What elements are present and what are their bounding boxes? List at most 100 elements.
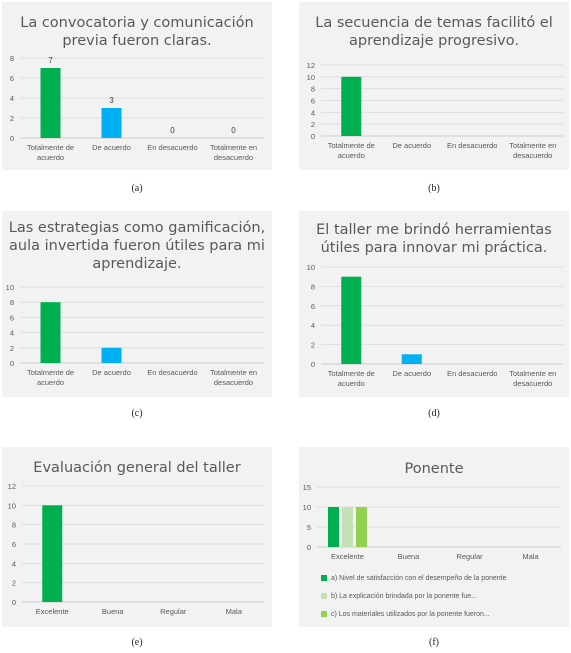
- chart-title-line: La convocatoria y comunicación: [20, 15, 254, 31]
- bar: [40, 68, 61, 138]
- x-tick-label: acuerdo: [338, 151, 365, 160]
- y-tick-label: 10: [6, 283, 14, 292]
- x-tick-label: Regular: [456, 552, 483, 561]
- legend-label: c) Los materiales utilizados por la pone…: [331, 611, 490, 618]
- y-tick-label: 2: [311, 120, 315, 129]
- x-tick-label: Totalmente de: [27, 368, 74, 377]
- x-tick-label: Totalmente en: [509, 369, 556, 378]
- y-tick-label: 6: [10, 74, 14, 83]
- chart-title: Evaluación general del taller: [2, 459, 272, 477]
- bar: [40, 302, 61, 363]
- x-tick-label: En desacuerdo: [447, 141, 497, 150]
- y-tick-label: 12: [8, 482, 16, 491]
- x-tick-label: De acuerdo: [392, 141, 431, 150]
- x-tick-label: En desacuerdo: [147, 143, 197, 152]
- x-tick-label: Mala: [522, 552, 539, 561]
- y-tick-label: 10: [8, 501, 16, 510]
- bar: [342, 507, 353, 547]
- y-tick-label: 2: [10, 344, 14, 353]
- panel-e: Evaluación general del taller 0 2 4 6 8 10 12 E…: [2, 447, 272, 651]
- bar-chart: 0 2 4 6 8 10 12 Excelente Buena Regular Mala: [8, 482, 264, 616]
- y-tick-label: 4: [10, 329, 14, 338]
- chart-title-line: La secuencia de temas facilitó el: [315, 15, 553, 31]
- chart-title-line: aula invertida fueron útiles para mi: [9, 238, 265, 254]
- y-tick-label: 10: [303, 503, 311, 512]
- legend-label: a) Nivel de satisfacción con el desempeñ…: [331, 575, 507, 582]
- y-tick-label: 10: [307, 263, 315, 272]
- panel-f: Ponente 0 5 10 15 Excelente Buena Regular Mala …: [299, 447, 569, 651]
- legend-item: a) Nivel de satisfacción con el desempeñ…: [321, 573, 507, 585]
- y-tick-label: 0: [307, 543, 311, 552]
- y-tick-label: 4: [10, 94, 14, 103]
- chart-title-line: previa fueron claras.: [62, 33, 212, 49]
- y-tick-label: 2: [10, 114, 14, 123]
- chart-title-line: aprendizaje.: [92, 256, 182, 272]
- figure-caption: (a): [131, 183, 143, 194]
- bar: [356, 507, 367, 547]
- chart-title-line: El taller me brindó herramientas: [316, 222, 552, 238]
- x-tick-label: acuerdo: [37, 153, 64, 162]
- x-tick-label: En desacuerdo: [447, 369, 497, 378]
- chart-title-line: Ponente: [404, 461, 464, 477]
- x-tick-label: De acuerdo: [392, 369, 431, 378]
- x-tick-label: En desacuerdo: [147, 368, 197, 377]
- y-tick-label: 8: [12, 521, 16, 530]
- y-tick-label: 6: [12, 540, 16, 549]
- data-label: 0: [231, 126, 236, 135]
- bar: [401, 354, 422, 364]
- chart-title-line: útiles para innovar mi práctica.: [320, 240, 548, 256]
- legend-swatch: [321, 575, 327, 582]
- y-tick-label: 0: [12, 598, 16, 607]
- x-tick-label: desacuerdo: [513, 151, 552, 160]
- x-tick-label: Totalmente de: [27, 143, 74, 152]
- panel-c: Las estrategias como gamificación, aula …: [2, 211, 272, 421]
- panel-d: El taller me brindó herramientas útiles …: [299, 211, 569, 421]
- y-tick-label: 4: [311, 108, 315, 117]
- chart-title: Las estrategias como gamificación, aula …: [2, 219, 272, 273]
- x-tick-label: Regular: [160, 607, 187, 616]
- legend-swatch: [321, 593, 327, 600]
- y-tick-label: 0: [10, 134, 14, 143]
- x-tick-label: Buena: [398, 552, 421, 561]
- y-tick-label: 8: [311, 282, 315, 291]
- chart-title: El taller me brindó herramientas útiles …: [299, 221, 569, 257]
- data-label: 7: [48, 56, 53, 65]
- data-label: 3: [109, 96, 114, 105]
- bar: [341, 276, 362, 364]
- legend-swatch: [321, 611, 327, 618]
- figure-caption: (d): [428, 408, 440, 419]
- legend-label: b) La explicación brindada por la ponent…: [331, 593, 477, 600]
- y-tick-label: 10: [307, 73, 315, 82]
- bar: [42, 505, 63, 602]
- x-tick-label: Excelente: [36, 607, 69, 616]
- chart-title: La secuencia de temas facilitó el aprend…: [299, 14, 569, 50]
- x-tick-label: acuerdo: [37, 378, 64, 387]
- y-tick-label: 4: [12, 559, 16, 568]
- y-tick-label: 2: [12, 579, 16, 588]
- x-tick-label: desacuerdo: [513, 379, 552, 388]
- bar: [341, 76, 362, 136]
- chart-title-line: Las estrategias como gamificación,: [8, 220, 266, 236]
- chart-title-line: Evaluación general del taller: [33, 460, 241, 476]
- x-tick-label: Excelente: [331, 552, 364, 561]
- x-tick-label: De acuerdo: [92, 368, 131, 377]
- bar-chart: 0 5 10 15 Excelente Buena Regular Mala: [303, 483, 561, 561]
- chart-title: Ponente: [299, 460, 569, 478]
- x-tick-label: Totalmente en: [509, 141, 556, 150]
- y-tick-label: 12: [307, 61, 315, 70]
- legend-item: b) La explicación brindada por la ponent…: [321, 591, 507, 603]
- chart-title-line: aprendizaje progresivo.: [348, 33, 519, 49]
- y-tick-label: 4: [311, 321, 315, 330]
- legend-item: c) Los materiales utilizados por la pone…: [321, 609, 507, 621]
- y-tick-label: 0: [311, 132, 315, 141]
- y-tick-label: 6: [311, 302, 315, 311]
- x-tick-label: Totalmente de: [328, 369, 375, 378]
- x-tick-label: desacuerdo: [214, 153, 253, 162]
- data-label: 0: [170, 126, 175, 135]
- figure-caption: (f): [429, 637, 439, 648]
- x-tick-label: Totalmente de: [328, 141, 375, 150]
